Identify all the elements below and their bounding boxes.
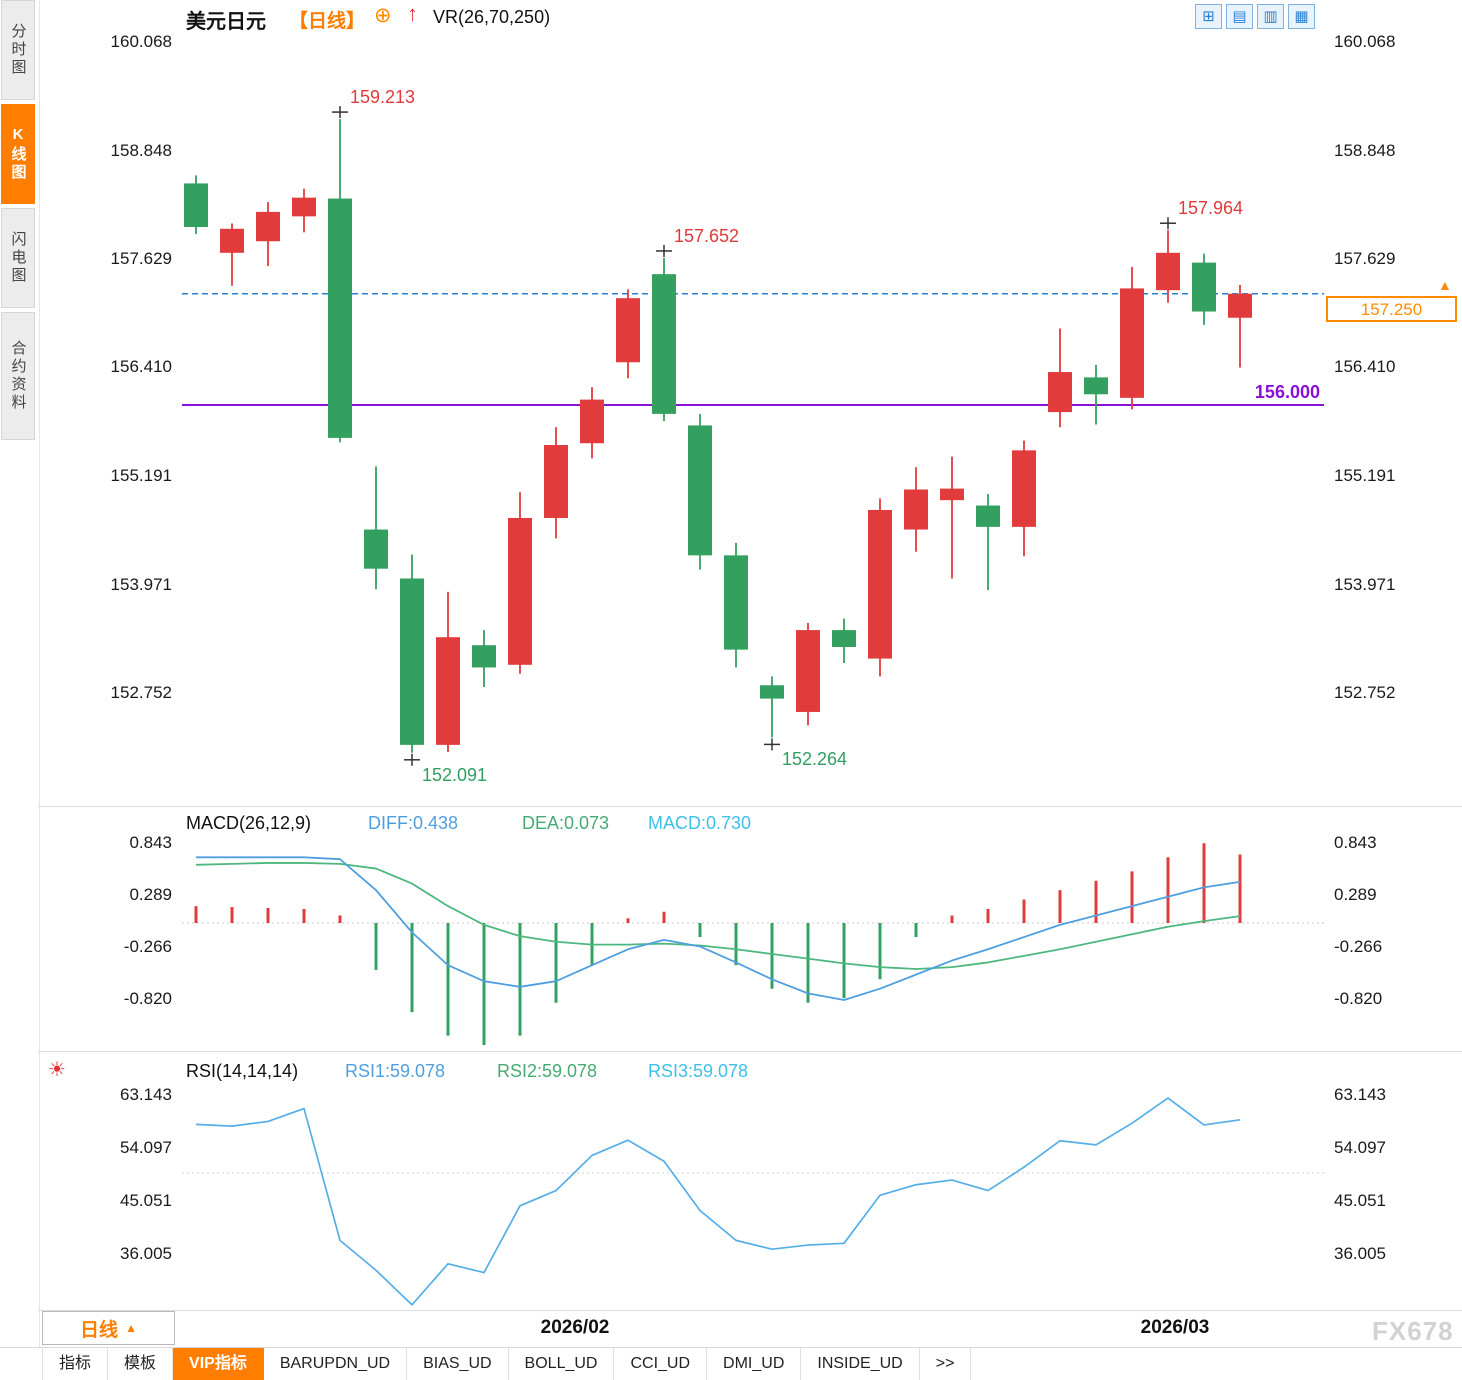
rsi-axis-label: 36.005 bbox=[1334, 1244, 1386, 1263]
symbol-title: 美元日元 bbox=[186, 11, 266, 33]
bottom-tab-9[interactable]: INSIDE_UD bbox=[801, 1348, 920, 1380]
price-axis-label: 156.410 bbox=[1334, 357, 1396, 377]
price-axis-label: 153.971 bbox=[110, 574, 172, 594]
rsi-axis-label: 54.097 bbox=[1334, 1138, 1386, 1157]
price-axis-label: 160.068 bbox=[110, 32, 172, 51]
chart-layout-columns-icon[interactable]: ▥ bbox=[1257, 4, 1284, 29]
low-annotation: 152.264 bbox=[782, 749, 848, 770]
price-axis-label: 158.848 bbox=[110, 140, 172, 160]
sidebar: 分时图 K线图闪电图合约资料 bbox=[0, 0, 38, 1380]
extreme-markers-group bbox=[332, 106, 1176, 766]
macd-axis-label: 0.289 bbox=[129, 884, 172, 904]
bottom-tab-3[interactable]: VIP指标 bbox=[173, 1348, 264, 1380]
overlay-indicator-label: VR(26,70,250) bbox=[433, 7, 551, 27]
bottom-tab-6[interactable]: BOLL_UD bbox=[509, 1348, 615, 1380]
macd-axis-label: -0.820 bbox=[1334, 988, 1383, 1008]
high-annotation: 159.213 bbox=[350, 87, 416, 108]
watermark: FX678 bbox=[1372, 1316, 1454, 1346]
rsi2-value: RSI2:59.078 bbox=[497, 1061, 598, 1081]
macd-axis-label: 0.843 bbox=[129, 832, 172, 852]
macd-axis-label: 0.289 bbox=[1334, 884, 1377, 904]
rsi-axis-label: 54.097 bbox=[120, 1138, 172, 1157]
bottom-tab-5[interactable]: BIAS_UD bbox=[407, 1348, 509, 1380]
macd-axis-label: 0.843 bbox=[1334, 832, 1377, 852]
macd-axis-label: -0.820 bbox=[123, 988, 172, 1008]
chevron-up-icon: ▲ bbox=[125, 1321, 137, 1335]
price-axis-label: 158.848 bbox=[1334, 140, 1396, 160]
macd-axis-label: -0.266 bbox=[123, 936, 172, 956]
rsi-axis-label: 63.143 bbox=[120, 1085, 172, 1104]
rsi-axis-label: 45.051 bbox=[120, 1191, 172, 1210]
tab-contract-info[interactable]: 合约资料 bbox=[1, 312, 35, 440]
period-tag[interactable]: 【日线】 bbox=[289, 11, 366, 32]
rsi-axis-label: 45.051 bbox=[1334, 1191, 1386, 1210]
period-label: 日线 bbox=[80, 1319, 119, 1341]
rsi-title: RSI(14,14,14) bbox=[186, 1061, 299, 1081]
price-axis-label: 157.629 bbox=[1334, 249, 1396, 269]
high-annotation: 157.652 bbox=[674, 225, 740, 246]
rsi-axis-label: 63.143 bbox=[1334, 1085, 1386, 1104]
rsi-axis-label: 36.005 bbox=[120, 1244, 172, 1263]
chart-layout-toolbar: ⊞ ▤ ▥ ▦ bbox=[1195, 4, 1315, 29]
macd-diff-value: DIFF:0.438 bbox=[368, 813, 459, 833]
chart-layout-grid-icon[interactable]: ⊞ bbox=[1195, 4, 1222, 29]
bottom-tab-10[interactable]: >> bbox=[920, 1348, 972, 1380]
tab-time-chart[interactable]: 分时图 bbox=[1, 0, 35, 100]
price-axis-label: 153.971 bbox=[1334, 574, 1396, 594]
sidebar-divider bbox=[39, 0, 40, 1347]
chart-layout-panes-icon[interactable]: ▦ bbox=[1288, 4, 1315, 29]
macd-title: MACD(26,12,9) bbox=[186, 813, 312, 833]
bottom-tab-7[interactable]: CCI_UD bbox=[614, 1348, 708, 1380]
rsi-panel bbox=[182, 1097, 1324, 1306]
bottom-tab-4[interactable]: BARUPDN_UD bbox=[264, 1348, 408, 1380]
panel-separator bbox=[38, 1051, 1462, 1052]
price-axis-label: 157.629 bbox=[110, 249, 172, 269]
panel-separator bbox=[38, 806, 1462, 807]
low-annotation: 152.091 bbox=[422, 764, 488, 785]
macd-panel bbox=[182, 843, 1324, 1046]
macd-value: MACD:0.730 bbox=[648, 813, 752, 833]
date-axis-label: 2026/02 bbox=[540, 1317, 610, 1338]
chart-layout-rows-icon[interactable]: ▤ bbox=[1226, 4, 1253, 29]
price-axis-label: 156.410 bbox=[110, 357, 172, 377]
high-annotation: 157.964 bbox=[1178, 198, 1244, 219]
bottom-tab-8[interactable]: DMI_UD bbox=[707, 1348, 802, 1380]
add-indicator-icon[interactable]: ⊕ bbox=[374, 4, 392, 27]
support-level-label: 156.000 bbox=[1254, 382, 1320, 402]
trend-up-arrow-icon: ↑ bbox=[407, 1, 418, 26]
rsi1-value: RSI1:59.078 bbox=[345, 1061, 446, 1081]
bottom-tab-1[interactable]: 指标 bbox=[42, 1348, 109, 1380]
tab-lightning-chart[interactable]: 闪电图 bbox=[1, 208, 35, 308]
price-axis-label: 155.191 bbox=[1334, 465, 1396, 485]
price-up-arrow-icon: ▲ bbox=[1438, 277, 1452, 293]
tab-kline-chart[interactable]: K线图 bbox=[1, 104, 35, 204]
date-axis-label: 2026/03 bbox=[1140, 1317, 1210, 1338]
candles-group bbox=[184, 119, 1252, 753]
panel-separator bbox=[38, 1310, 1462, 1311]
current-price-box: 157.250 bbox=[1326, 296, 1457, 322]
main-price-panel bbox=[182, 292, 1324, 406]
macd-dea-value: DEA:0.073 bbox=[522, 813, 610, 833]
price-axis-label: 160.068 bbox=[1334, 32, 1396, 51]
bottom-tab-2[interactable]: 模板 bbox=[108, 1348, 174, 1380]
price-axis-label: 152.752 bbox=[110, 682, 172, 702]
price-axis-label: 152.752 bbox=[1334, 682, 1396, 702]
indicator-tab-bar: 指标 模板 VIP指标 BARUPDN_UD BIAS_UD BOLL_UD CCI_UD D… bbox=[0, 1347, 1462, 1380]
period-select-button[interactable]: 日线 ▲ bbox=[42, 1311, 175, 1345]
rsi3-value: RSI3:59.078 bbox=[648, 1061, 749, 1081]
macd-axis-label: -0.266 bbox=[1334, 936, 1383, 956]
sun-icon[interactable]: ☀ bbox=[48, 1059, 66, 1081]
price-axis-label: 155.191 bbox=[110, 465, 172, 485]
